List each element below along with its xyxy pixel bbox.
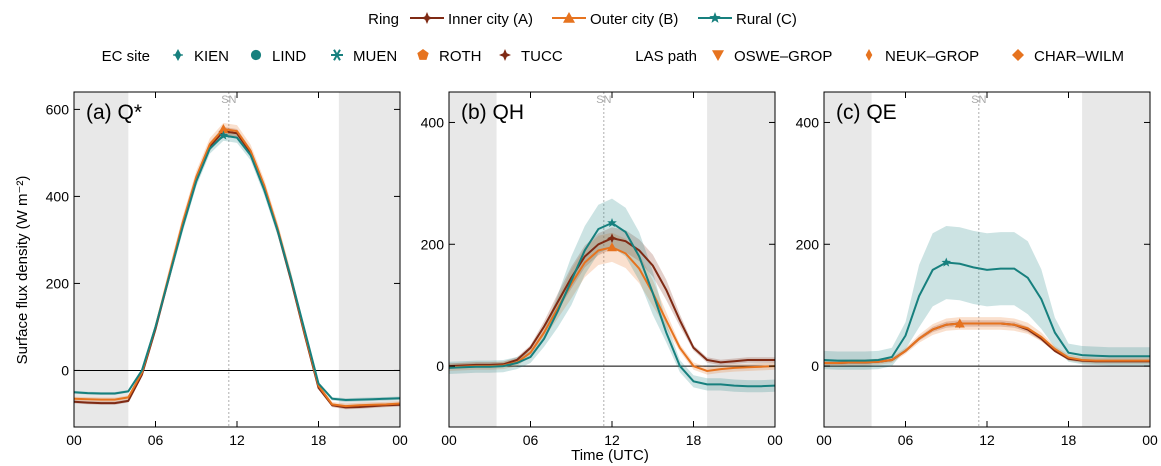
legend-ring-item: Rural (C) xyxy=(698,11,797,28)
x-tick-label: 12 xyxy=(979,432,995,448)
x-tick-label: 12 xyxy=(604,432,620,448)
legend-ec-marker-stroke xyxy=(333,49,341,61)
series-line xyxy=(824,322,1150,364)
night-shading xyxy=(824,92,872,427)
legend-ring-marker xyxy=(563,12,575,23)
legend-ec-title: EC site xyxy=(102,48,150,65)
series-marker xyxy=(607,242,617,252)
y-tick-label: 400 xyxy=(796,114,820,130)
legend-las-item: CHAR–WILM xyxy=(1012,48,1124,65)
x-tick-label: 00 xyxy=(66,432,82,448)
series-line xyxy=(73,130,401,409)
legend-ec-label: TUCC xyxy=(521,48,563,65)
panel-label: (b) QH xyxy=(461,101,524,124)
legend-ring-item: Outer city (B) xyxy=(552,11,678,28)
x-axis-label: Time (UTC) xyxy=(571,447,649,464)
legend-ring-marker xyxy=(709,12,721,23)
y-tick-label: 400 xyxy=(46,188,70,204)
legend-ring-label: Outer city (B) xyxy=(590,11,678,28)
x-tick-label: 00 xyxy=(441,432,457,448)
y-tick-label: 200 xyxy=(421,236,445,252)
legend-las-marker xyxy=(1012,49,1024,61)
legend-las-marker xyxy=(712,50,724,61)
solar-noon-label: SN xyxy=(221,94,236,106)
series-line xyxy=(73,127,401,408)
x-tick-label: 18 xyxy=(686,432,702,448)
legend-ec-marker xyxy=(173,49,183,61)
legend-ec-label: ROTH xyxy=(439,48,482,65)
solar-noon-label: SN xyxy=(971,94,986,106)
uncertainty-band xyxy=(824,317,1150,367)
legend-las-title: LAS path xyxy=(635,48,697,65)
legend-ec-label: KIEN xyxy=(194,48,229,65)
y-tick-label: 0 xyxy=(61,362,69,378)
legend-las-item: OSWE–GROP xyxy=(712,48,832,65)
legend-ec-item: TUCC xyxy=(499,48,563,65)
legend-ec-marker xyxy=(499,49,511,61)
y-tick-label: 600 xyxy=(46,101,70,117)
legend-ec-marker xyxy=(331,49,343,61)
x-tick-label: 00 xyxy=(392,432,408,448)
night-shading xyxy=(707,92,775,427)
y-tick-label: 0 xyxy=(811,358,819,374)
x-tick-label: 00 xyxy=(1142,432,1158,448)
legend-ec-item: KIEN xyxy=(173,48,229,65)
series-line xyxy=(823,261,1150,362)
panel-label: (a) Q* xyxy=(86,101,142,124)
x-tick-label: 06 xyxy=(898,432,914,448)
legend-ec-label: LIND xyxy=(272,48,306,65)
night-shading xyxy=(338,92,400,427)
night-shading xyxy=(1082,92,1150,427)
y-tick-label: 0 xyxy=(436,358,444,374)
x-tick-label: 00 xyxy=(767,432,783,448)
series-marker xyxy=(607,218,617,227)
x-tick-label: 06 xyxy=(148,432,164,448)
x-tick-label: 00 xyxy=(816,432,832,448)
series-marker xyxy=(941,257,951,267)
legend-ec-item: ROTH xyxy=(417,48,482,65)
y-axis-label: Surface flux density (W m⁻²) xyxy=(14,176,31,365)
legend-ring-title: Ring xyxy=(368,11,399,28)
y-tick-label: 200 xyxy=(796,236,820,252)
legend-las-label: OSWE–GROP xyxy=(734,48,832,65)
series-marker xyxy=(607,233,617,244)
series-line xyxy=(73,134,401,402)
legend-ring-label: Inner city (A) xyxy=(448,11,533,28)
panel-label: (c) QE xyxy=(836,101,897,124)
legend: Ring EC site LAS path Inner city (A) Oute… xyxy=(102,11,1124,65)
legend-las-label: NEUK–GROP xyxy=(885,48,979,65)
legend-ring-label: Rural (C) xyxy=(736,11,797,28)
y-tick-label: 400 xyxy=(421,114,445,130)
x-tick-label: 12 xyxy=(229,432,245,448)
series-marker xyxy=(954,318,965,328)
x-tick-label: 18 xyxy=(1061,432,1077,448)
series-marker xyxy=(218,124,229,133)
legend-ec-label: MUEN xyxy=(353,48,397,65)
series-marker xyxy=(218,130,229,140)
legend-las-item: NEUK–GROP xyxy=(865,48,979,65)
y-tick-label: 200 xyxy=(46,275,70,291)
night-shading xyxy=(74,92,129,427)
legend-ring-item: Inner city (A) xyxy=(410,11,533,28)
legend-las-label: CHAR–WILM xyxy=(1034,48,1124,65)
legend-las-marker xyxy=(865,49,873,61)
x-tick-label: 06 xyxy=(523,432,539,448)
solar-noon-label: SN xyxy=(596,94,611,106)
night-shading xyxy=(449,92,497,427)
legend-ec-item: LIND xyxy=(250,48,306,65)
legend-ec-item: MUEN xyxy=(331,48,397,65)
legend-ec-marker xyxy=(417,49,429,60)
uncertainty-band xyxy=(449,232,775,375)
x-tick-label: 18 xyxy=(311,432,327,448)
legend-ec-marker xyxy=(250,49,262,61)
legend-ring-marker xyxy=(421,12,433,24)
